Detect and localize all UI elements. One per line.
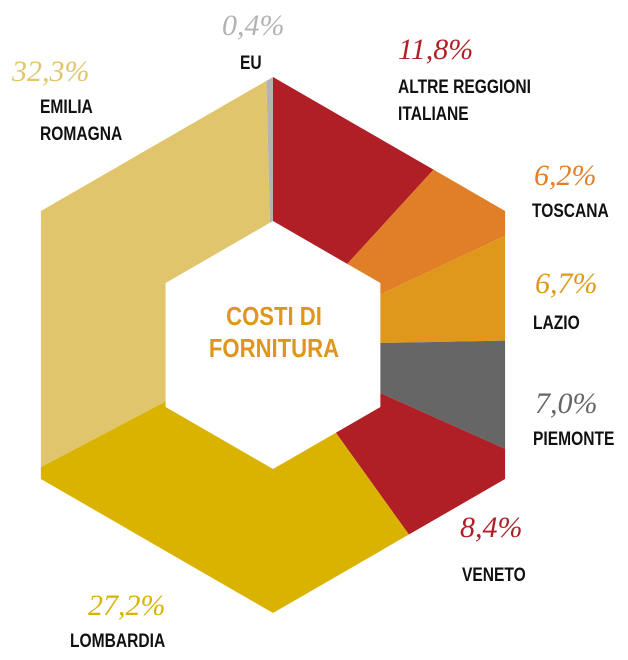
value-label: 8,4% bbox=[460, 511, 523, 544]
slice bbox=[347, 169, 506, 295]
slice bbox=[40, 401, 409, 613]
value-label: 11,8% bbox=[398, 33, 474, 66]
value-label: 7,0% bbox=[535, 387, 598, 420]
slice bbox=[266, 77, 273, 223]
value-label: 6,2% bbox=[534, 159, 597, 192]
slice bbox=[40, 80, 270, 467]
value-label: 32,3% bbox=[12, 55, 90, 88]
category-label: TOSCANA bbox=[532, 201, 609, 222]
slice bbox=[273, 77, 434, 264]
value-label: 0,4% bbox=[222, 9, 285, 42]
category-label: ALTRE REGGIONI ITALIANE bbox=[398, 77, 532, 125]
category-label: LOMBARDIA bbox=[70, 631, 166, 652]
slice bbox=[380, 340, 506, 449]
category-label: VENETO bbox=[462, 565, 526, 586]
slice bbox=[335, 393, 506, 535]
chart-title: COSTI DI FORNITURA bbox=[208, 301, 340, 363]
slice bbox=[380, 235, 506, 343]
category-label: PIEMONTE bbox=[533, 429, 615, 450]
category-label: LAZIO bbox=[533, 313, 580, 334]
category-label: EMILIA ROMAGNA bbox=[40, 97, 123, 145]
category-label: EU bbox=[240, 53, 262, 74]
value-label: 6,7% bbox=[535, 267, 598, 300]
value-label: 27,2% bbox=[88, 589, 166, 622]
